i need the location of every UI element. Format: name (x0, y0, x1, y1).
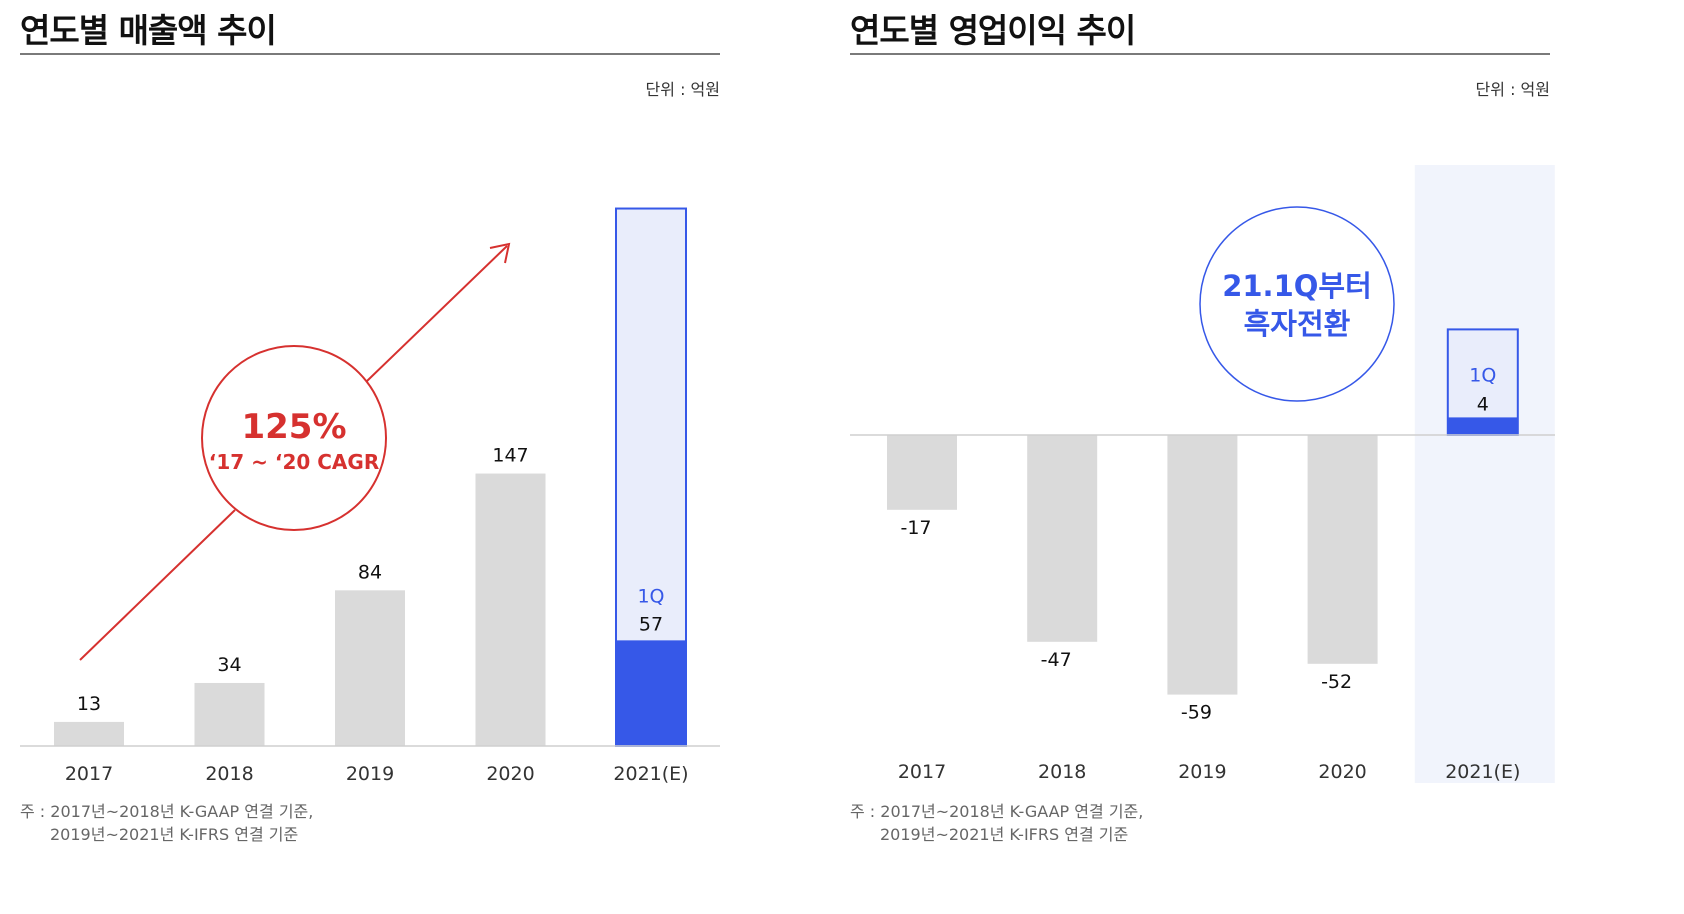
profit-footnote: 주 : 2017년~2018년 K-GAAP 연결 기준, 2019년~2021… (850, 800, 1143, 846)
turnaround-line-1: 21.1Q부터 (1222, 269, 1372, 303)
profit-chart-title: 연도별 영업이익 추이 (850, 11, 1136, 50)
profit-x-tick-label: 2018 (1038, 761, 1086, 783)
cagr-arrow-upper-segment (366, 245, 508, 382)
profit-bar-2020 (1307, 435, 1378, 664)
profit-value-label: -17 (900, 517, 931, 539)
profit-forecast-column-highlight (1414, 165, 1555, 783)
revenue-value-label: 84 (358, 561, 382, 583)
profit-footnote-line-2: 2019년~2021년 K-IFRS 연결 기준 (880, 825, 1129, 844)
profit-bar-2018 (1027, 435, 1098, 642)
revenue-panel: 연도별 매출액 추이 단위 : 억원 13 2017 34 2018 84 2019 147… (20, 0, 720, 914)
profit-bar-2021(E) (1447, 417, 1518, 435)
profit-x-tick-label: 2019 (1178, 761, 1226, 783)
cagr-period-label: ‘17 ~ ‘20 CAGR (209, 450, 379, 474)
revenue-value-label: 147 (492, 445, 528, 467)
profit-unit-label: 단위 : 억원 (1475, 80, 1550, 99)
revenue-footnote: 주 : 2017년~2018년 K-GAAP 연결 기준, 2019년~2021… (20, 800, 313, 846)
revenue-value-label: 57 (639, 613, 663, 635)
profit-chart: -17 2017 -47 2018 -59 2019 -52 2020 1Q 4 2021(E) 21… (850, 165, 1555, 783)
revenue-x-tick-label: 2021(E) (613, 763, 688, 785)
revenue-x-tick-label: 2020 (486, 763, 534, 785)
revenue-footnote-line-2: 2019년~2021년 K-IFRS 연결 기준 (50, 825, 299, 844)
profit-title-rule (850, 53, 1550, 55)
revenue-footnote-line-1: 주 : 2017년~2018년 K-GAAP 연결 기준, (20, 802, 314, 821)
revenue-x-tick-label: 2017 (65, 763, 113, 785)
revenue-chart: 13 2017 34 2018 84 2019 147 2020 1Q 57 2021(E) 125%… (20, 207, 720, 785)
profit-x-tick-label: 2021(E) (1445, 761, 1520, 783)
revenue-bar-2017 (54, 721, 124, 746)
profit-x-tick-label: 2020 (1318, 761, 1366, 783)
revenue-bar-2021(E) (616, 640, 686, 746)
revenue-forecast-marker: 1Q (637, 585, 664, 607)
revenue-value-label: 34 (217, 654, 241, 676)
profit-footnote-line-1: 주 : 2017년~2018년 K-GAAP 연결 기준, (850, 802, 1144, 821)
revenue-unit-label: 단위 : 억원 (645, 80, 720, 99)
cagr-badge (201, 345, 387, 531)
revenue-value-label: 13 (77, 693, 101, 715)
revenue-bar-2018 (194, 682, 265, 746)
profit-value-label: -52 (1321, 671, 1352, 693)
profit-bar-2019 (1167, 435, 1238, 695)
profit-panel: 연도별 영업이익 추이 단위 : 억원 -17 2017 -47 2018 -59 201… (850, 0, 1555, 914)
cagr-percent: 125% (241, 407, 346, 447)
revenue-x-tick-label: 2019 (346, 763, 394, 785)
revenue-x-tick-label: 2018 (205, 763, 253, 785)
turnaround-badge (1199, 206, 1395, 402)
revenue-title-rule (20, 53, 720, 55)
profit-value-label: -47 (1041, 649, 1072, 671)
profit-value-label: 4 (1477, 393, 1489, 415)
revenue-chart-title: 연도별 매출액 추이 (20, 11, 277, 50)
profit-x-tick-label: 2017 (898, 761, 946, 783)
revenue-bar-2019 (335, 590, 405, 746)
cagr-arrow-head-icon (489, 242, 511, 264)
cagr-arrow-lower-segment (79, 509, 236, 661)
profit-forecast-marker: 1Q (1469, 364, 1496, 386)
revenue-bar-2020 (475, 473, 546, 746)
profit-value-label: -59 (1181, 702, 1212, 724)
turnaround-line-2: 흑자전환 (1244, 307, 1351, 341)
profit-bar-2017 (887, 435, 957, 510)
